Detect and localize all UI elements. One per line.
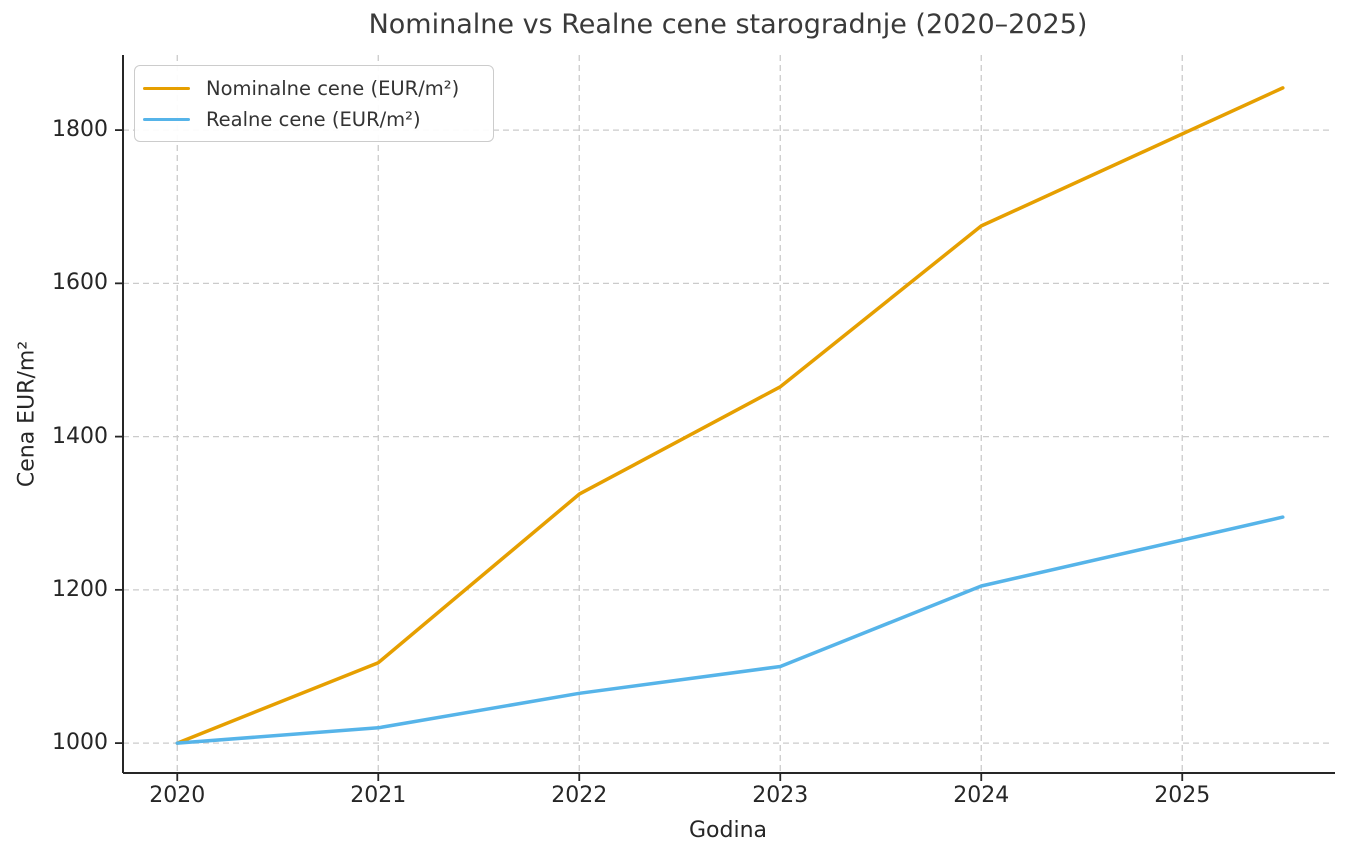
chart-title: Nominalne vs Realne cene starogradnje (2… (368, 9, 1088, 40)
y-tick-label: 1600 (52, 270, 108, 296)
real-price-line (175, 515, 1285, 745)
y-tick-label: 1200 (52, 576, 108, 602)
x-tick-label: 2020 (149, 783, 206, 808)
y-tick-label: 1800 (52, 117, 108, 143)
x-tick-label: 2025 (1154, 783, 1211, 808)
x-tick-label: 2022 (551, 783, 608, 808)
x-tick-label: 2023 (752, 783, 809, 808)
legend-entry-real: Realne cene (EUR/m²) (143, 106, 481, 133)
y-tick-label: 1400 (52, 423, 108, 449)
nominal-price-line (175, 86, 1285, 745)
real-line-swatch (143, 117, 190, 122)
x-axis-label: Godina (688, 818, 768, 843)
y-axis-label: Cena EUR/m² (14, 340, 40, 488)
legend-label-nominal: Nominalne cene (EUR/m²) (206, 77, 460, 100)
legend: Nominalne cene (EUR/m²) Realne cene (EUR… (134, 65, 494, 142)
x-tick-label: 2021 (350, 783, 407, 808)
nominal-line-swatch (143, 86, 190, 91)
legend-label-real: Realne cene (EUR/m²) (206, 108, 421, 131)
legend-entry-nominal: Nominalne cene (EUR/m²) (143, 75, 481, 102)
x-tick-label: 2024 (953, 783, 1010, 808)
y-tick-label: 1000 (52, 730, 108, 756)
